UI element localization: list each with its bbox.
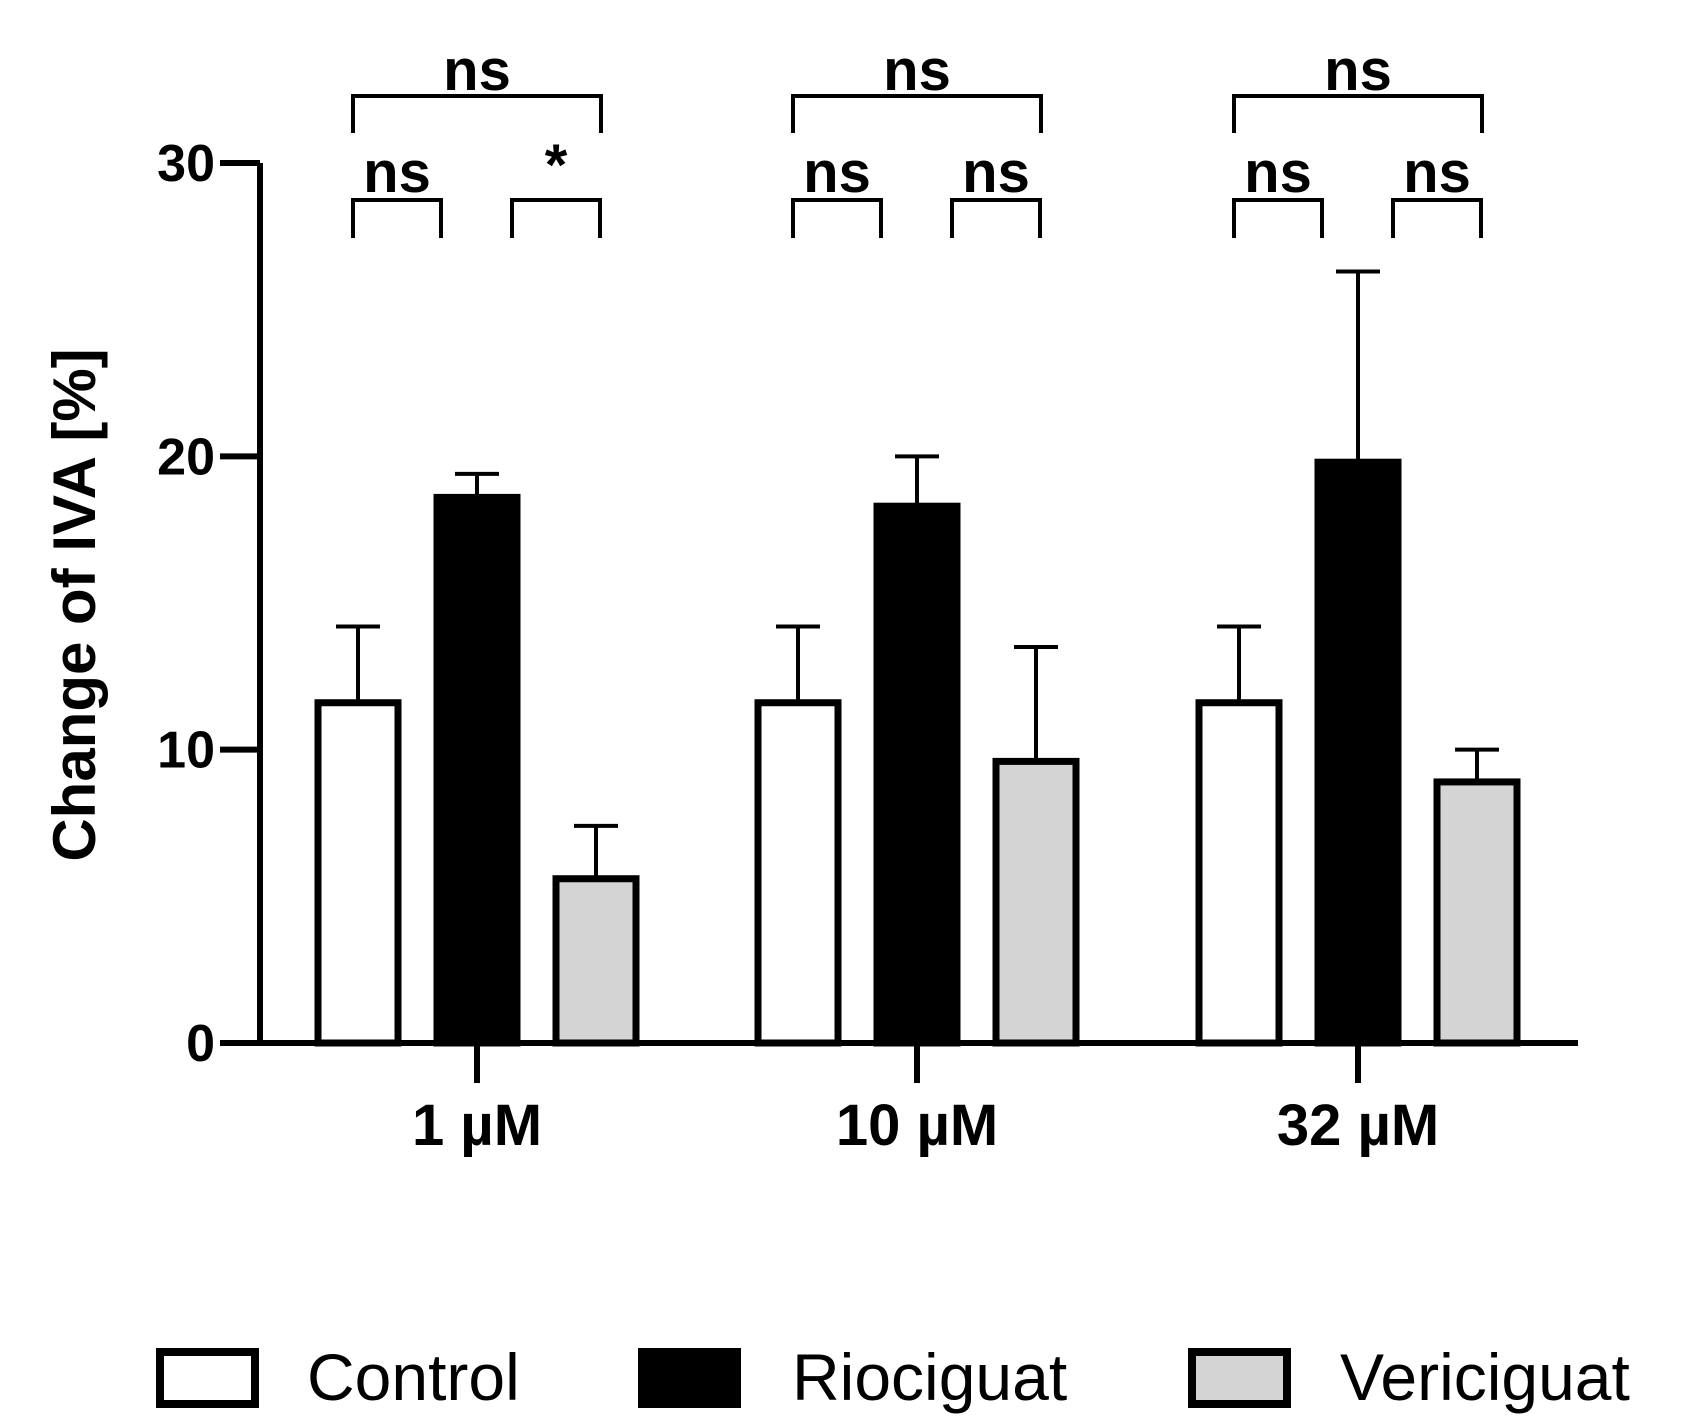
significance-label-1: ns bbox=[363, 140, 431, 205]
x-tick-label-1: 10 µM bbox=[836, 1093, 998, 1158]
significance-bracket-1 bbox=[351, 198, 443, 238]
x-tick-label-2: 32 µM bbox=[1277, 1093, 1439, 1158]
significance-bracket-4 bbox=[791, 198, 883, 238]
significance-label-0: ns bbox=[443, 38, 511, 103]
bar-riociguat-1 bbox=[873, 502, 961, 1047]
significance-label-7: ns bbox=[1244, 140, 1312, 205]
legend-label-vericiguat: Vericiguat bbox=[1340, 1340, 1630, 1414]
significance-label-6: ns bbox=[1324, 38, 1392, 103]
significance-bracket-8 bbox=[1391, 198, 1483, 238]
significance-bracket-2 bbox=[510, 198, 602, 238]
significance-bracket-7 bbox=[1232, 198, 1324, 238]
significance-label-3: ns bbox=[883, 38, 951, 103]
legend-swatch-riociguat bbox=[638, 1348, 741, 1408]
bar-control-2 bbox=[1195, 699, 1283, 1047]
legend-swatch-vericiguat bbox=[1188, 1348, 1291, 1408]
significance-bracket-5 bbox=[950, 198, 1042, 238]
bar-vericiguat-1 bbox=[992, 757, 1080, 1047]
significance-bracket-3 bbox=[791, 94, 1043, 133]
bar-riociguat-0 bbox=[433, 493, 521, 1047]
significance-bracket-0 bbox=[351, 94, 603, 133]
bar-vericiguat-2 bbox=[1433, 778, 1521, 1047]
y-tick-label-0: 0 bbox=[186, 1015, 215, 1073]
y-axis-label: Change of IVA [%] bbox=[41, 348, 108, 861]
significance-label-8: ns bbox=[1403, 140, 1471, 205]
y-tick-label-2: 20 bbox=[157, 428, 215, 486]
legend-label-control: Control bbox=[307, 1340, 520, 1414]
bar-vericiguat-0 bbox=[552, 875, 640, 1047]
legend-label-riociguat: Riociguat bbox=[792, 1340, 1067, 1414]
significance-bracket-6 bbox=[1232, 94, 1484, 133]
y-tick-label-1: 10 bbox=[157, 722, 215, 780]
y-tick-label-3: 30 bbox=[157, 135, 215, 193]
bar-riociguat-2 bbox=[1314, 458, 1402, 1047]
significance-label-2: * bbox=[545, 133, 568, 198]
bar-control-0 bbox=[314, 699, 402, 1047]
significance-label-4: ns bbox=[803, 140, 871, 205]
significance-label-5: ns bbox=[962, 140, 1030, 205]
x-tick-label-0: 1 µM bbox=[412, 1093, 542, 1158]
bar-control-1 bbox=[754, 699, 842, 1047]
legend-swatch-control bbox=[156, 1348, 259, 1408]
